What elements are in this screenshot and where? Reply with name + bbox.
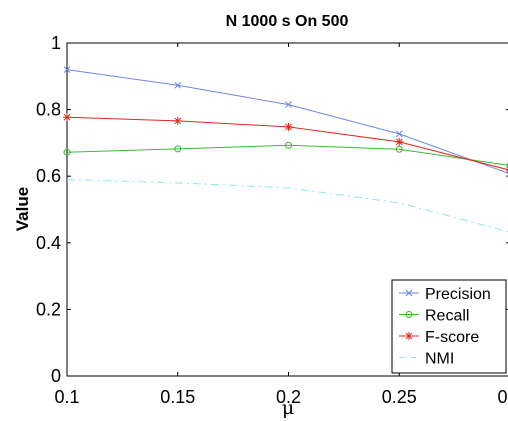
- x-tick-label: 0.15: [160, 387, 195, 407]
- legend-entry-nmi: NMI: [399, 351, 454, 368]
- legend-label: NMI: [425, 351, 454, 368]
- x-tick-label: 0.2: [276, 387, 301, 407]
- recall-point: [174, 145, 182, 153]
- axes: 0.1 0.15 0.2 0.25 0.3 0 0.2 0.4 0.6 0.8 1: [36, 33, 508, 407]
- x-tick-label: 0.1: [54, 387, 79, 407]
- precision-point: [174, 81, 182, 89]
- series-recall: [63, 141, 508, 169]
- recall-line: [66, 144, 508, 166]
- y-tick-label: 0.8: [36, 100, 61, 120]
- f-score-point: [173, 116, 182, 125]
- y-tick-label: 1: [51, 33, 61, 53]
- series-precision: [63, 66, 508, 178]
- y-tick-label: 0.2: [36, 299, 61, 319]
- x-axis-label: μ: [282, 397, 294, 419]
- legend-entry-precision: Precision: [399, 286, 491, 303]
- nmi-line: [66, 179, 508, 233]
- x-tick-label: 0.3: [497, 387, 508, 407]
- y-tick-label: 0.4: [36, 233, 61, 253]
- legend-marker: [405, 332, 413, 340]
- recall-point: [285, 141, 292, 149]
- recall-point: [63, 148, 71, 156]
- f-score-point: [284, 122, 293, 131]
- legend-label: F-score: [425, 329, 479, 346]
- legend: Precision Recall F-score NMI: [391, 279, 507, 374]
- precision-point: [285, 101, 292, 108]
- y-tick-label: 0.6: [36, 166, 61, 186]
- x-tick-label: 0.25: [382, 387, 417, 407]
- recall-point: [506, 162, 508, 169]
- legend-marker: [405, 311, 413, 318]
- chart-title: N 1000 s On 500: [226, 13, 349, 30]
- recall-point: [395, 145, 403, 153]
- f-score-point: [395, 137, 404, 146]
- f-score-point: [63, 113, 71, 122]
- legend-label: Recall: [425, 308, 469, 325]
- series-nmi: [66, 179, 508, 233]
- series-layer: [63, 66, 508, 233]
- precision-point: [63, 66, 71, 73]
- y-axis-label: Value: [13, 187, 32, 231]
- legend-entry-recall: Recall: [399, 308, 469, 325]
- y-tick-label: 0: [51, 366, 61, 386]
- legend-entry-f-score: F-score: [399, 329, 479, 346]
- precision-point: [395, 130, 403, 138]
- legend-label: Precision: [425, 286, 491, 303]
- series-f-score: [63, 113, 508, 174]
- legend-marker: [405, 289, 413, 297]
